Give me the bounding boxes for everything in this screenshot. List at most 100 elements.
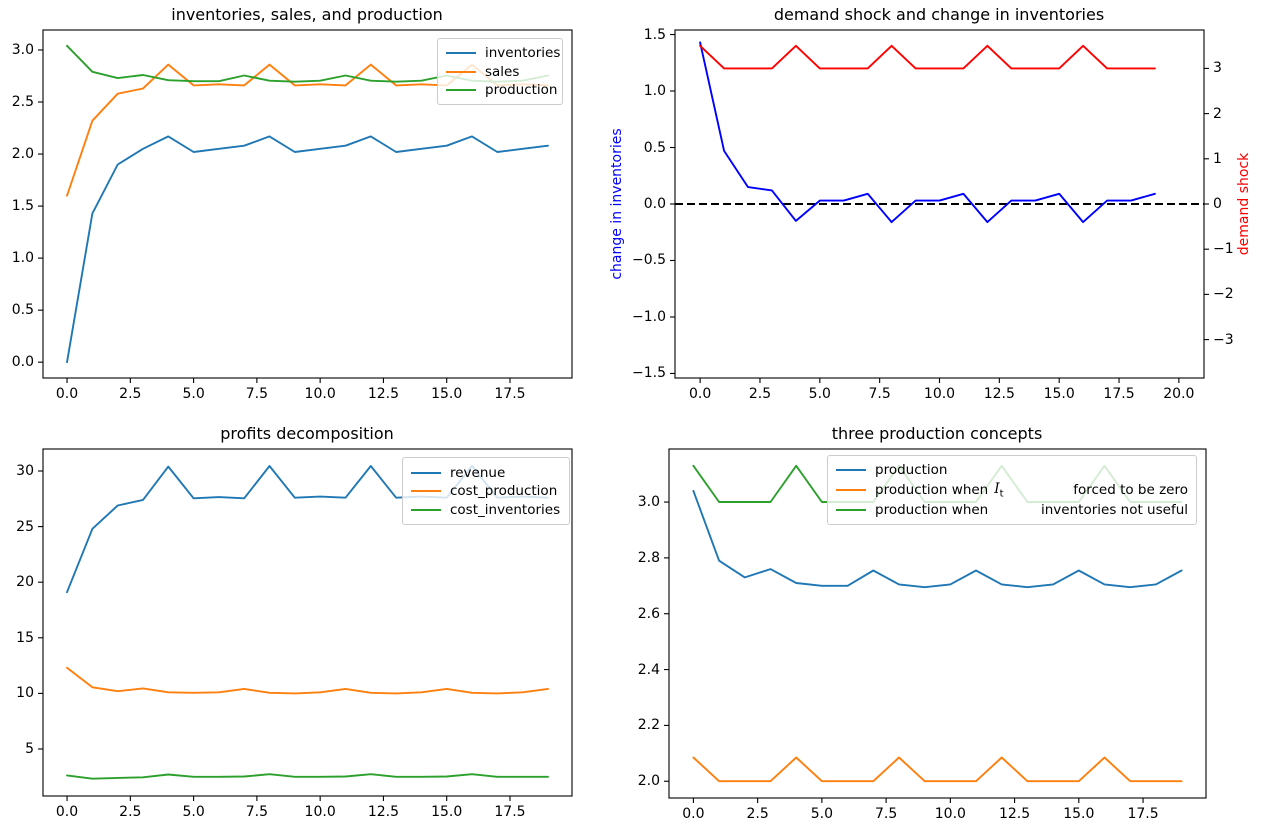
x-tick-label: 5.0 (182, 386, 205, 402)
x-tick-label: 12.5 (998, 806, 1031, 822)
subplot-title-demand-shock: demand shock and change in inventories (773, 5, 1105, 24)
legend-entry: sales (446, 64, 554, 80)
x-tick-label: 0.0 (55, 386, 79, 402)
legend-entry: production (446, 82, 558, 98)
legend-line-swatch (411, 490, 441, 492)
legend-inventories-sales-production: inventories sales production (437, 38, 563, 105)
right-y-tick-label: 0 (1213, 196, 1222, 212)
y-axis-label-change-in-inventories: change in inventories (609, 128, 625, 280)
x-tick-label: 0.0 (55, 804, 79, 820)
series-line-production (692, 489, 1183, 589)
x-tick-label: 12.5 (367, 804, 400, 820)
x-tick-label: 7.5 (245, 804, 269, 820)
axes-spines (668, 448, 1207, 799)
y-tick-label: 1.0 (11, 250, 34, 267)
y-tick-label: 15 (16, 629, 34, 646)
y-axis-label-demand-shock: demand shock (1236, 152, 1252, 256)
series-line-change-in-inventories (699, 41, 1156, 224)
legend-line-swatch (446, 88, 476, 91)
legend-line-swatch (836, 508, 866, 511)
right-y-tick-label: 2 (1213, 105, 1222, 122)
legend-label: production (485, 81, 558, 98)
legend-entry: production when inventories not useful (836, 502, 1188, 518)
right-y-tick-label: −3 (1213, 331, 1234, 348)
math-subscript: t (999, 488, 1004, 500)
legend-profits-decomposition: revenue cost_production cost_inventories (402, 457, 570, 525)
y-tick-label: 2.2 (637, 717, 660, 734)
legend-entry: cost_inventories (411, 502, 561, 518)
legend-three-production-concepts: production production when It forced to be … (827, 455, 1197, 525)
y-tick-label: 0.5 (643, 139, 666, 156)
series-line-cost-inventories (66, 773, 549, 780)
x-tick-label: 0.0 (682, 806, 705, 822)
legend-entry: production (836, 462, 1188, 478)
x-tick-label: 7.5 (874, 806, 898, 822)
legend-label-left: production when (875, 501, 989, 518)
y-tick-label: 3.0 (637, 494, 660, 511)
legend-label: sales (485, 63, 520, 80)
x-tick-label: 7.5 (245, 386, 269, 402)
series-line-cost-production (66, 666, 549, 695)
y-tick-label: 2.8 (637, 549, 660, 566)
x-tick-label: 2.5 (748, 386, 772, 402)
x-tick-label: 12.5 (983, 386, 1015, 402)
x-tick-label: 15.0 (1063, 806, 1095, 822)
x-tick-label: 20.0 (1163, 386, 1195, 402)
y-tick-label: 20 (16, 574, 34, 591)
y-tick-label: 2.5 (11, 94, 34, 110)
x-tick-label: 17.5 (1127, 806, 1159, 822)
x-tick-label: 15.0 (431, 386, 463, 402)
legend-label-left: production when (875, 482, 989, 498)
y-tick-label: 0.0 (643, 196, 666, 212)
y-tick-label: 0.5 (11, 302, 34, 319)
y-tick-label: 1.0 (643, 83, 666, 99)
x-tick-label: 10.0 (304, 804, 336, 820)
legend-entry: revenue (411, 465, 561, 481)
legend-line-swatch (836, 489, 866, 491)
x-tick-label: 5.0 (810, 806, 834, 822)
y-tick-label: −1.5 (632, 365, 666, 382)
series-line-inventories (66, 135, 549, 364)
right-y-tick-label: −1 (1213, 241, 1234, 258)
x-tick-label: 5.0 (182, 804, 205, 820)
series-line-production-when-i-t-forced-to-be-zero (692, 756, 1183, 783)
axes-spines (42, 448, 573, 797)
subplot-title-profits-decomposition: profits decomposition (220, 424, 394, 443)
y-tick-label: 1.5 (11, 198, 34, 215)
x-tick-label: 17.5 (494, 804, 526, 820)
x-tick-label: 10.0 (934, 806, 966, 822)
y-tick-label: 5 (25, 740, 34, 757)
x-tick-label: 10.0 (304, 386, 336, 402)
y-tick-label: 1.5 (643, 26, 666, 43)
x-tick-label: 15.0 (431, 804, 463, 820)
legend-line-swatch (446, 70, 476, 73)
x-tick-label: 17.5 (1103, 386, 1135, 402)
legend-entry: inventories (446, 45, 560, 61)
legend-entry: cost_production (411, 483, 561, 499)
x-tick-label: 5.0 (808, 386, 831, 402)
right-y-tick-label: 3 (1213, 60, 1222, 77)
y-tick-label: 10 (16, 685, 34, 702)
axes-spines (42, 29, 573, 379)
y-tick-label: 2.4 (637, 661, 660, 678)
y-tick-label: 30 (16, 463, 34, 479)
legend-line-swatch (836, 469, 866, 472)
y-tick-label: 2.0 (11, 146, 34, 163)
subplot-title-three-production-concepts: three production concepts (831, 424, 1043, 443)
legend-entry: production when It forced to be zero (836, 481, 1188, 500)
right-y-tick-label: −2 (1213, 286, 1234, 303)
right-y-tick-label: 1 (1213, 150, 1222, 167)
y-tick-label: −1.0 (632, 308, 666, 325)
legend-math-symbol: It (994, 481, 1003, 500)
legend-label: production (875, 462, 948, 479)
legend-label: cost_inventories (450, 501, 561, 518)
subplot-demand-shock-change-inventories (670, 29, 1209, 383)
x-tick-label: 17.5 (494, 386, 526, 402)
y-tick-label: −0.5 (632, 252, 666, 269)
y-tick-label: 0.0 (11, 354, 34, 371)
y-tick-label: 25 (16, 518, 34, 535)
legend-label-right: forced to be zero (1073, 482, 1188, 498)
x-tick-label: 0.0 (688, 386, 712, 402)
